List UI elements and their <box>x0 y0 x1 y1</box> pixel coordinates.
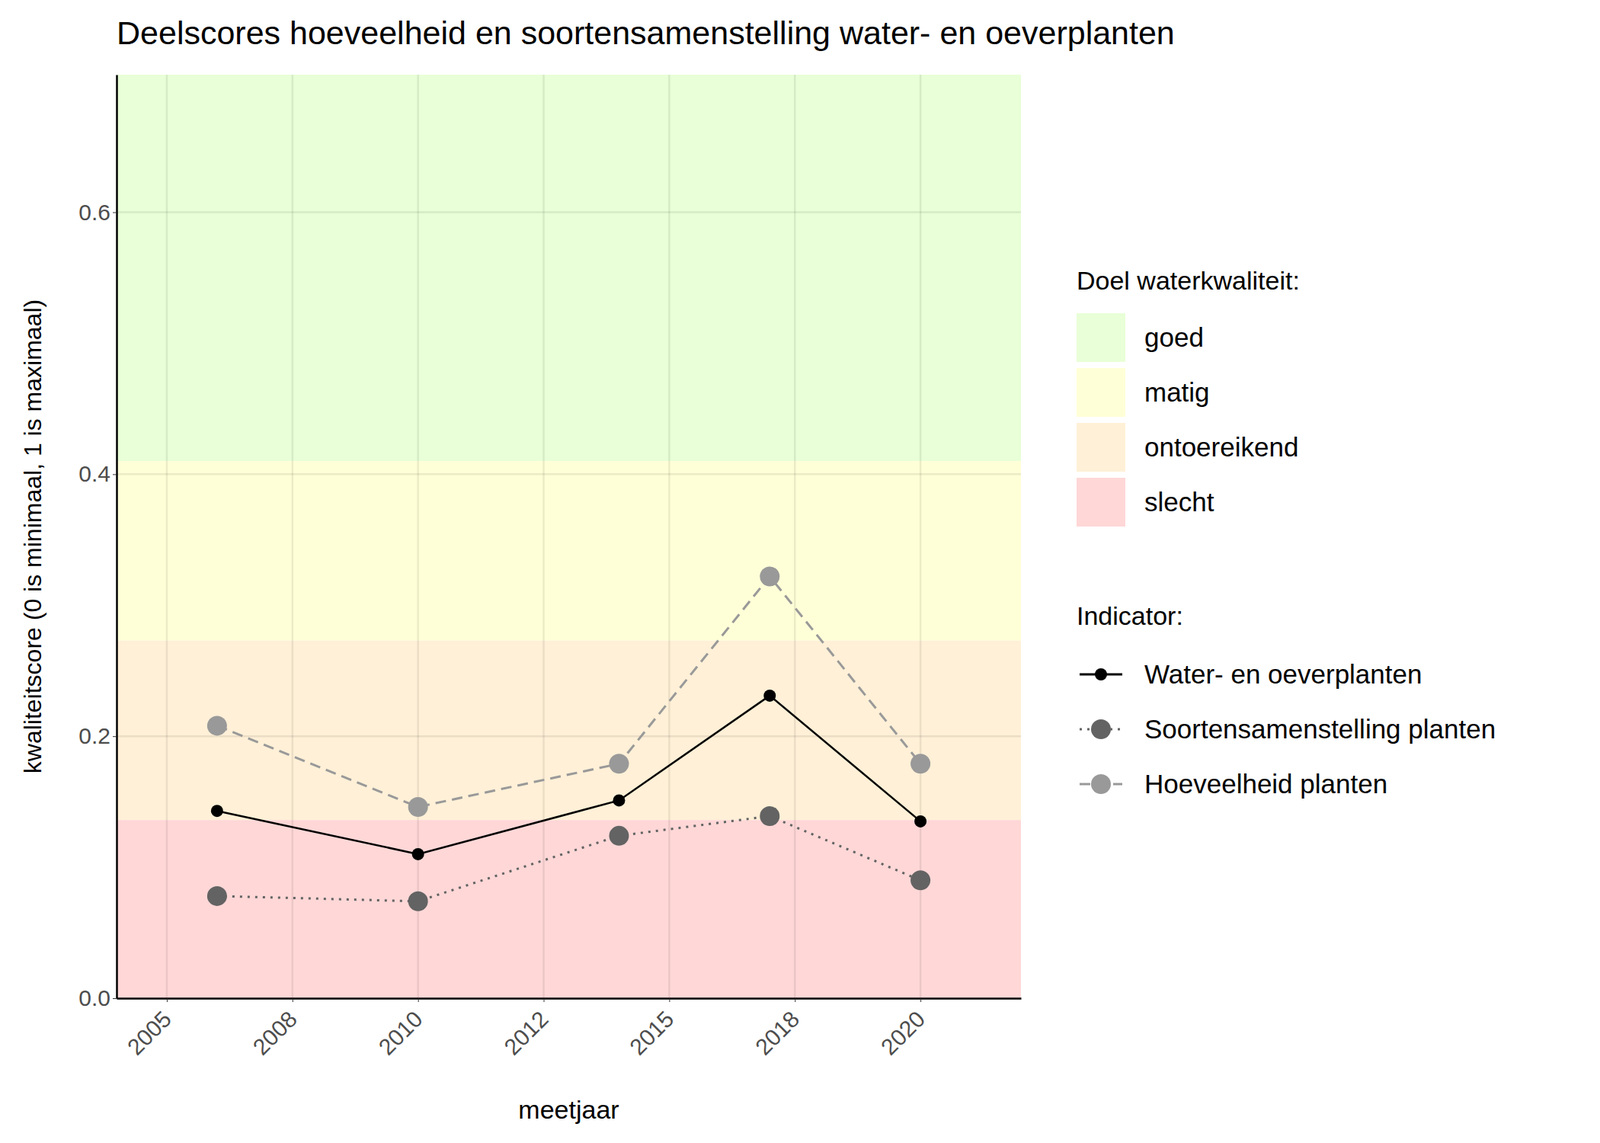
y-axis: 0.0 0.2 0.4 0.6 <box>78 75 117 1012</box>
legend-marker <box>1094 668 1108 681</box>
y-tick-mark <box>112 736 117 737</box>
legend-marker <box>1091 719 1111 740</box>
x-tick-label: 2010 <box>373 1005 428 1060</box>
series-point <box>207 886 228 906</box>
quality-band <box>116 74 1021 461</box>
legend-title: Indicator: <box>1076 601 1184 631</box>
y-tick-label: 0.0 <box>78 985 111 1011</box>
y-tick-mark <box>112 998 117 999</box>
grid-line <box>919 74 922 999</box>
x-tick-mark <box>418 998 420 1002</box>
x-axis-line <box>117 997 1022 1000</box>
x-tick-label: 2018 <box>750 1005 805 1060</box>
legend-label: goed <box>1144 322 1204 352</box>
series-line <box>217 816 921 902</box>
quality-band <box>116 460 1021 641</box>
y-axis-title: kwaliteitscore (0 is minimaal, 1 is maxi… <box>19 299 47 774</box>
series-line <box>217 576 921 807</box>
legend-label: Water- en oeverplanten <box>1144 659 1422 689</box>
x-tick-mark <box>544 998 545 1002</box>
legend-label: slecht <box>1144 486 1215 517</box>
series-point <box>412 848 425 861</box>
plot-area <box>207 566 931 911</box>
x-tick-label: 2005 <box>122 1005 177 1060</box>
grid-line <box>116 473 1021 476</box>
quality-band <box>116 819 1021 999</box>
grid <box>116 74 1021 999</box>
series-point <box>759 566 780 586</box>
x-tick-label: 2008 <box>247 1005 302 1060</box>
y-axis-line <box>115 75 119 999</box>
y-tick: 0.2 <box>78 723 117 749</box>
legend-swatch <box>1076 422 1126 472</box>
grid-line <box>793 74 797 999</box>
series-point <box>408 796 429 817</box>
series-point <box>608 825 629 846</box>
x-tick-mark <box>668 998 670 1002</box>
legend-title: Doel waterkwaliteit: <box>1076 265 1300 295</box>
y-tick: 0.4 <box>78 460 117 487</box>
grid-line <box>116 997 1021 1000</box>
series-point <box>207 715 228 736</box>
x-tick-label: 2012 <box>499 1005 554 1060</box>
x-tick-mark <box>166 998 168 1002</box>
series-point <box>408 891 429 912</box>
y-tick: 0.6 <box>78 199 117 225</box>
x-axis: 2005 2008 2010 2012 2015 2018 2020 <box>117 998 1022 1060</box>
y-tick-label: 0.6 <box>78 199 111 225</box>
series-point <box>910 870 931 890</box>
series-point <box>914 815 927 828</box>
y-tick-mark <box>112 473 117 475</box>
x-tick-mark <box>920 998 922 1002</box>
grid-line <box>291 74 295 999</box>
x-tick-mark <box>794 998 796 1002</box>
legend-swatch <box>1076 313 1126 362</box>
legend-label: Soortensamenstelling planten <box>1144 713 1496 744</box>
grid-line <box>116 211 1021 214</box>
x-tick-label: 2015 <box>624 1005 679 1060</box>
x-tick: 2008 <box>247 998 302 1060</box>
title: Deelscores hoeveelheid en soortensamenst… <box>116 14 1175 52</box>
x-tick: 2005 <box>122 998 177 1060</box>
x-tick: 2012 <box>499 998 554 1060</box>
series-point <box>608 753 629 774</box>
x-axis-title: meetjaar <box>518 1094 619 1124</box>
x-tick-label: 2020 <box>876 1005 931 1060</box>
legend-label: ontoereikend <box>1144 432 1299 462</box>
legend-label: Hoeveelheid planten <box>1144 768 1388 799</box>
chart: 2005 2008 2010 2012 2015 2018 2020 0.0 0.2 0.4 0.6… <box>0 0 1600 1143</box>
x-tick: 2020 <box>876 998 931 1060</box>
x-tick-mark <box>292 998 294 1002</box>
bands <box>116 74 1021 999</box>
y-tick: 0.0 <box>78 985 117 1011</box>
legend-swatch <box>1076 477 1126 527</box>
x-tick: 2015 <box>624 998 679 1060</box>
legend-label: matig <box>1144 377 1210 407</box>
x-tick: 2018 <box>750 998 805 1060</box>
y-tick-label: 0.4 <box>78 460 111 487</box>
series-point <box>612 793 625 807</box>
legend: Doel waterkwaliteit: goed matig ontoereiken… <box>1076 265 1496 799</box>
grid-line <box>542 74 545 999</box>
grid-line <box>166 74 169 999</box>
series-point <box>763 689 776 702</box>
y-tick-mark <box>112 212 117 214</box>
y-tick-label: 0.2 <box>78 723 111 749</box>
grid-line <box>116 735 1021 738</box>
x-tick: 2010 <box>373 998 428 1060</box>
legend-marker <box>1091 774 1111 794</box>
legend-swatch <box>1076 368 1126 417</box>
grid-line <box>668 74 671 999</box>
series-point <box>211 804 224 817</box>
series-point <box>910 753 931 774</box>
series-point <box>759 806 780 826</box>
